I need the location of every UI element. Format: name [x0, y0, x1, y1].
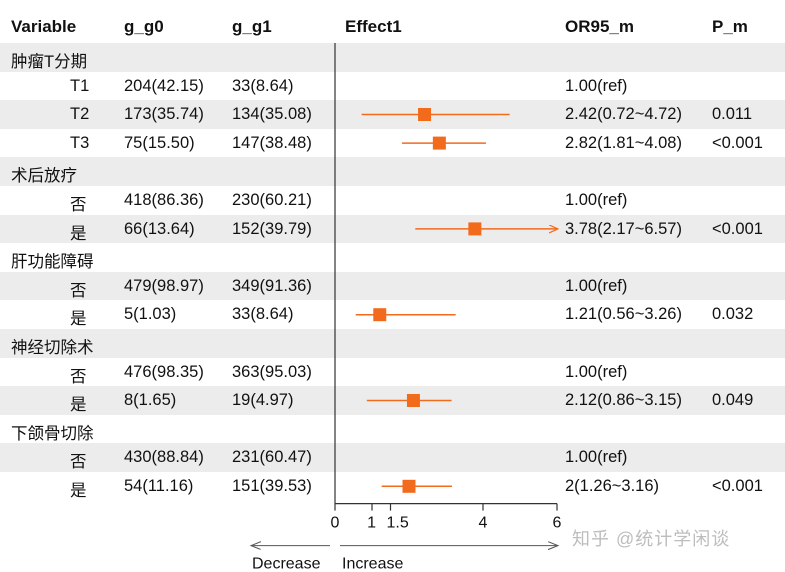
or-value: 3.78(2.17~6.57)	[565, 219, 682, 238]
group-row: 下颌骨切除	[0, 415, 785, 444]
or-value: 2.12(0.86~3.15)	[565, 391, 682, 410]
level-label: T2	[70, 105, 90, 124]
g1-value: 152(39.79)	[232, 219, 312, 238]
p-value: 0.032	[712, 305, 754, 324]
level-label: 是	[70, 310, 87, 329]
g0-value: 173(35.74)	[124, 105, 204, 124]
group-label: 术后放疗	[11, 167, 77, 186]
g1-value: 147(38.48)	[232, 133, 312, 152]
table-header: Variable g_g0 g_g1 Effect1 OR95_m P_m	[0, 0, 785, 42]
table-row: T1 204(42.15) 33(8.64) 1.00(ref)	[0, 72, 785, 101]
group-label: 神经切除术	[11, 339, 94, 357]
g0-value: 5(1.03)	[124, 305, 177, 324]
p-value: <0.001	[712, 477, 763, 495]
or-value: 2.42(0.72~4.72)	[565, 105, 682, 124]
group-row: 肿瘤T分期	[0, 43, 785, 72]
header-or: OR95_m	[565, 17, 634, 36]
or-value: 2.82(1.81~4.08)	[565, 133, 682, 152]
estimate-marker	[468, 222, 482, 236]
group-row: 神经切除术	[0, 329, 785, 358]
level-label: 是	[70, 224, 87, 243]
estimate-marker	[418, 108, 432, 121]
g0-value: 75(15.50)	[124, 133, 195, 152]
watermark: 知乎 @统计学闲谈	[572, 529, 731, 549]
table-row: 是 66(13.64) 152(39.79) 3.78(2.17~6.57) <0.00…	[0, 214, 785, 244]
g1-value: 33(8.64)	[232, 76, 294, 95]
g1-value: 134(35.08)	[232, 105, 312, 124]
g1-value: 231(60.47)	[232, 448, 312, 467]
g1-value: 363(95.03)	[232, 362, 312, 381]
table-row: T3 75(15.50) 147(38.48) 2.82(1.81~4.08) <0.0…	[0, 129, 785, 158]
group-row: 术后放疗	[0, 157, 785, 186]
g1-value: 33(8.64)	[232, 305, 294, 324]
level-label: 否	[70, 196, 87, 214]
level-label: 是	[70, 396, 87, 415]
g0-value: 54(11.16)	[124, 477, 194, 495]
estimate-marker	[402, 479, 416, 493]
group-row: 肝功能障碍	[0, 243, 785, 272]
or-value: 2(1.26~3.16)	[565, 477, 660, 495]
header-effect: Effect1	[345, 17, 402, 36]
or-value: 1.00(ref)	[565, 362, 628, 381]
g0-value: 479(98.97)	[124, 276, 204, 295]
g0-value: 430(88.84)	[124, 448, 204, 467]
x-tick-label: 6	[553, 515, 562, 532]
g1-value: 349(91.36)	[232, 276, 312, 295]
p-value: <0.001	[712, 219, 763, 238]
or-value: 1.00(ref)	[565, 191, 628, 209]
level-label: T1	[70, 76, 90, 95]
x-tick-label: 0	[331, 515, 340, 532]
g1-value: 19(4.97)	[232, 391, 294, 410]
level-label: 否	[70, 453, 87, 472]
x-tick-label: 4	[479, 515, 488, 532]
level-label: T3	[70, 133, 90, 152]
g0-value: 66(13.64)	[124, 219, 195, 238]
group-label: 下颌骨切除	[11, 424, 94, 443]
group-label: 肿瘤T分期	[11, 53, 88, 71]
group-label: 肝功能障碍	[11, 253, 94, 272]
table-row: 否 476(98.35) 363(95.03) 1.00(ref)	[0, 358, 785, 387]
header-variable: Variable	[11, 17, 77, 36]
g0-value: 204(42.15)	[124, 76, 204, 95]
decrease-label: Decrease	[252, 556, 321, 572]
increase-label: Increase	[342, 556, 403, 572]
g1-value: 230(60.21)	[232, 191, 312, 209]
header-g0: g_g0	[124, 17, 164, 36]
level-label: 是	[70, 482, 87, 500]
table-row: 否 479(98.97) 349(91.36) 1.00(ref)	[0, 271, 785, 301]
g1-value: 151(39.53)	[232, 477, 312, 495]
estimate-marker	[432, 136, 446, 150]
level-label: 否	[70, 367, 87, 386]
table-row: 否 418(86.36) 230(60.21) 1.00(ref)	[0, 186, 785, 215]
level-label: 否	[70, 281, 87, 300]
estimate-marker	[406, 394, 420, 407]
estimate-marker	[373, 308, 387, 322]
or-value: 1.00(ref)	[565, 76, 628, 95]
g0-value: 8(1.65)	[124, 391, 177, 410]
x-tick-label: 1	[367, 515, 376, 532]
x-tick-label: 1.5	[387, 515, 409, 532]
header-g1: g_g1	[232, 17, 272, 36]
table-row: 是 5(1.03) 33(8.64) 1.21(0.56~3.26) 0.032	[0, 300, 785, 329]
or-value: 1.21(0.56~3.26)	[565, 305, 682, 324]
or-value: 1.00(ref)	[565, 276, 628, 295]
g0-value: 476(98.35)	[124, 362, 204, 381]
p-value: <0.001	[712, 133, 763, 152]
g0-value: 418(86.36)	[124, 191, 204, 209]
p-value: 0.011	[712, 105, 753, 124]
table-row: 是 54(11.16) 151(39.53) 2(1.26~3.16) <0.001	[0, 472, 785, 501]
header-p: P_m	[712, 17, 748, 36]
or-value: 1.00(ref)	[565, 448, 628, 467]
p-value: 0.049	[712, 391, 754, 410]
table-row: 否 430(88.84) 231(60.47) 1.00(ref)	[0, 443, 785, 472]
